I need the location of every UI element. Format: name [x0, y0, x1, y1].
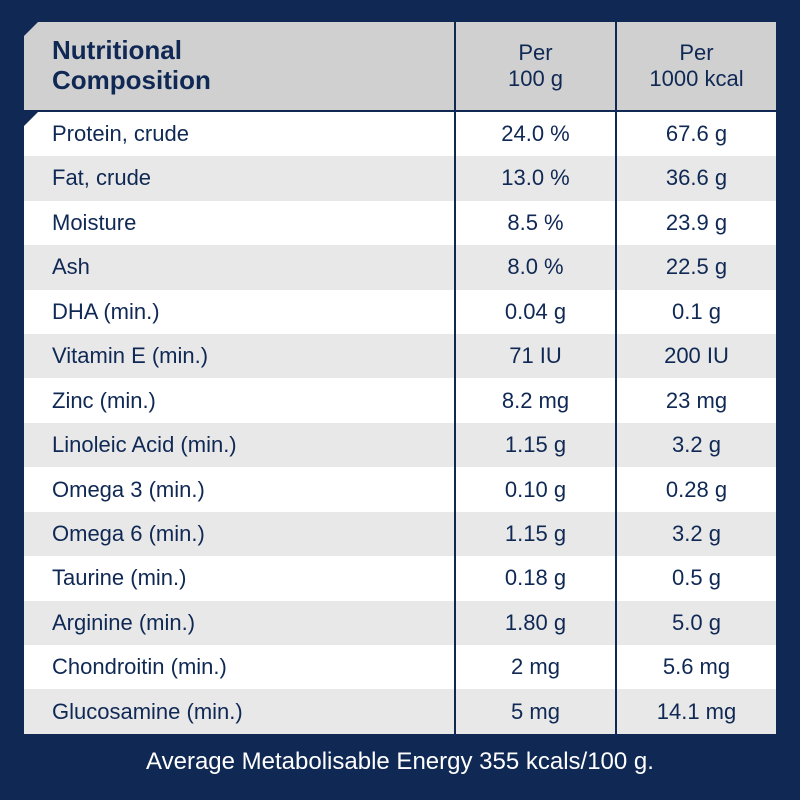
table-row: Taurine (min.)0.18 g0.5 g [24, 556, 776, 600]
nutrient-label: Vitamin E (min.) [24, 334, 454, 378]
value-per-100g: 1.80 g [454, 601, 615, 645]
header-title-line2: Composition [52, 65, 211, 95]
table-row: Chondroitin (min.)2 mg5.6 mg [24, 645, 776, 689]
nutrient-label: DHA (min.) [24, 290, 454, 334]
value-per-1000kcal: 0.5 g [615, 556, 776, 600]
value-per-1000kcal: 67.6 g [615, 112, 776, 156]
value-per-100g: 1.15 g [454, 512, 615, 556]
table-header: Nutritional Composition Per 100 g Per 10… [24, 22, 776, 112]
value-per-1000kcal: 200 IU [615, 334, 776, 378]
header-title-line1: Nutritional [52, 35, 182, 65]
value-per-100g: 0.04 g [454, 290, 615, 334]
nutrient-label: Fat, crude [24, 156, 454, 200]
nutrient-label: Omega 3 (min.) [24, 467, 454, 511]
header-title: Nutritional Composition [24, 22, 454, 110]
footer-note: Average Metabolisable Energy 355 kcals/1… [24, 734, 776, 782]
nutrient-label: Ash [24, 245, 454, 289]
nutrient-label: Zinc (min.) [24, 378, 454, 422]
value-per-1000kcal: 3.2 g [615, 423, 776, 467]
value-per-100g: 0.10 g [454, 467, 615, 511]
header-col1-line2: 100 g [508, 66, 563, 91]
nutrient-label: Linoleic Acid (min.) [24, 423, 454, 467]
table-row: Zinc (min.)8.2 mg23 mg [24, 378, 776, 422]
table-row: Omega 3 (min.)0.10 g0.28 g [24, 467, 776, 511]
nutrient-label: Omega 6 (min.) [24, 512, 454, 556]
value-per-1000kcal: 23 mg [615, 378, 776, 422]
table-row: DHA (min.)0.04 g0.1 g [24, 290, 776, 334]
value-per-1000kcal: 23.9 g [615, 201, 776, 245]
table-row: Ash8.0 %22.5 g [24, 245, 776, 289]
nutrient-label: Glucosamine (min.) [24, 689, 454, 733]
value-per-100g: 2 mg [454, 645, 615, 689]
value-per-100g: 5 mg [454, 689, 615, 733]
header-col-per-100g: Per 100 g [454, 22, 615, 110]
header-col-per-1000kcal: Per 1000 kcal [615, 22, 776, 110]
value-per-1000kcal: 5.6 mg [615, 645, 776, 689]
value-per-1000kcal: 22.5 g [615, 245, 776, 289]
table-row: Moisture8.5 %23.9 g [24, 201, 776, 245]
table-row: Fat, crude13.0 %36.6 g [24, 156, 776, 200]
table-row: Omega 6 (min.)1.15 g3.2 g [24, 512, 776, 556]
value-per-1000kcal: 5.0 g [615, 601, 776, 645]
value-per-100g: 13.0 % [454, 156, 615, 200]
table-row: Protein, crude24.0 %67.6 g [24, 112, 776, 156]
nutrient-label: Protein, crude [24, 112, 454, 156]
header-col2-line2: 1000 kcal [649, 66, 743, 91]
value-per-100g: 8.5 % [454, 201, 615, 245]
value-per-100g: 8.0 % [454, 245, 615, 289]
value-per-100g: 1.15 g [454, 423, 615, 467]
table-row: Glucosamine (min.)5 mg14.1 mg [24, 689, 776, 733]
table-row: Arginine (min.)1.80 g5.0 g [24, 601, 776, 645]
value-per-1000kcal: 0.1 g [615, 290, 776, 334]
value-per-100g: 8.2 mg [454, 378, 615, 422]
nutrient-label: Moisture [24, 201, 454, 245]
value-per-1000kcal: 14.1 mg [615, 689, 776, 733]
value-per-1000kcal: 3.2 g [615, 512, 776, 556]
table-row: Linoleic Acid (min.)1.15 g3.2 g [24, 423, 776, 467]
nutrient-label: Taurine (min.) [24, 556, 454, 600]
header-col2-line1: Per [679, 40, 713, 65]
nutrient-label: Chondroitin (min.) [24, 645, 454, 689]
value-per-100g: 71 IU [454, 334, 615, 378]
header-col1-line1: Per [518, 40, 552, 65]
nutrition-table: Nutritional Composition Per 100 g Per 10… [24, 22, 776, 734]
table-body: Protein, crude24.0 %67.6 gFat, crude13.0… [24, 112, 776, 734]
nutrient-label: Arginine (min.) [24, 601, 454, 645]
value-per-100g: 0.18 g [454, 556, 615, 600]
value-per-100g: 24.0 % [454, 112, 615, 156]
value-per-1000kcal: 36.6 g [615, 156, 776, 200]
table-row: Vitamin E (min.)71 IU200 IU [24, 334, 776, 378]
value-per-1000kcal: 0.28 g [615, 467, 776, 511]
